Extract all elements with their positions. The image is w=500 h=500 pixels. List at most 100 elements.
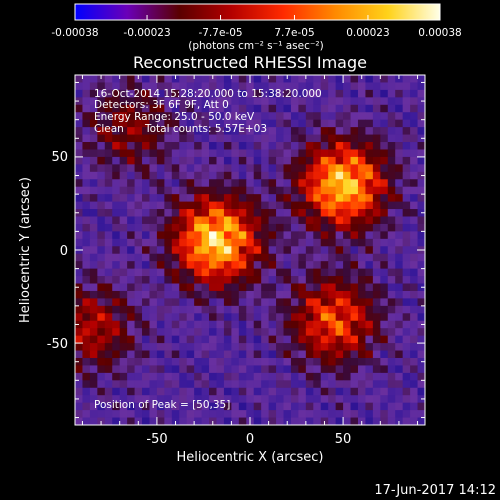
heatmap-cell — [313, 223, 322, 232]
heatmap-cell — [142, 238, 150, 247]
heatmap-cell — [201, 164, 210, 173]
heatmap-cell — [410, 283, 418, 292]
heatmap-cell — [320, 268, 329, 277]
heatmap-cell — [201, 276, 210, 284]
heatmap-cell — [171, 380, 180, 389]
heatmap-cell — [298, 238, 307, 247]
heatmap-cell — [253, 276, 262, 284]
heatmap-cell — [320, 223, 329, 232]
heatmap-cell — [149, 119, 158, 128]
heatmap-cell — [380, 320, 389, 329]
heatmap-cell — [328, 127, 337, 135]
heatmap-cell — [142, 335, 150, 344]
heatmap-cell — [216, 216, 225, 225]
heatmap-cell — [261, 97, 270, 106]
heatmap-cell — [350, 380, 359, 389]
heatmap-cell — [305, 335, 314, 344]
heatmap-cell — [164, 320, 173, 329]
heatmap-cell — [305, 134, 314, 143]
heatmap-cell — [305, 209, 314, 217]
heatmap-cell — [97, 238, 106, 247]
heatmap-cell — [89, 179, 98, 188]
heatmap-cell — [395, 156, 404, 165]
heatmap-cell — [186, 127, 195, 135]
heatmap-cell — [335, 97, 344, 106]
heatmap-cell — [328, 313, 337, 322]
heatmap-cell — [276, 357, 284, 366]
heatmap-cell — [268, 223, 277, 232]
heatmap-cell — [179, 209, 188, 217]
heatmap-cell — [156, 290, 165, 299]
heatmap-cell — [350, 313, 359, 322]
heatmap-cell — [387, 253, 396, 262]
heatmap-cell — [231, 231, 240, 240]
heatmap-cell — [171, 305, 180, 314]
heatmap-cell — [261, 410, 270, 418]
heatmap-cell — [343, 164, 351, 173]
heatmap-cell — [82, 89, 91, 98]
heatmap-cell — [186, 313, 195, 322]
heatmap-cell — [387, 223, 396, 232]
heatmap-cell — [231, 97, 240, 106]
heatmap-cell — [335, 350, 344, 359]
heatmap-cell — [268, 104, 277, 113]
heatmap-cell — [179, 75, 188, 83]
heatmap-cell — [119, 417, 128, 426]
heatmap-cell — [119, 283, 128, 292]
heatmap-cell — [305, 89, 314, 98]
heatmap-cell — [119, 410, 128, 418]
heatmap-cell — [112, 194, 121, 202]
heatmap-cell — [276, 194, 284, 202]
heatmap-cell — [216, 343, 225, 351]
heatmap-cell — [216, 164, 225, 173]
heatmap-cell — [156, 194, 165, 202]
heatmap-cell — [417, 89, 426, 98]
heatmap-cell — [223, 179, 232, 188]
heatmap-cell — [313, 164, 322, 173]
heatmap-cell — [261, 209, 270, 217]
heatmap-cell — [186, 201, 195, 210]
heatmap-cell — [261, 276, 270, 284]
heatmap-cell — [104, 305, 113, 314]
heatmap-cell — [335, 283, 344, 292]
heatmap-cell — [194, 290, 202, 299]
heatmap-cell — [343, 119, 351, 128]
heatmap-cell — [238, 186, 247, 195]
heatmap-cell — [223, 201, 232, 210]
heatmap-cell — [328, 357, 337, 366]
heatmap-cell — [179, 343, 188, 351]
heatmap-cell — [209, 127, 217, 135]
heatmap-cell — [298, 209, 307, 217]
heatmap-cell — [357, 82, 366, 91]
heatmap-cell — [104, 350, 113, 359]
heatmap-cell — [357, 343, 366, 351]
heatmap-cell — [283, 82, 292, 91]
heatmap-cell — [171, 283, 180, 292]
heatmap-cell — [290, 380, 299, 389]
heatmap-cell — [246, 283, 255, 292]
heatmap-cell — [268, 417, 277, 426]
heatmap-cell — [75, 276, 83, 284]
heatmap-cell — [313, 313, 322, 322]
heatmap-cell — [387, 372, 396, 381]
heatmap-cell — [305, 119, 314, 128]
heatmap-cell — [350, 343, 359, 351]
heatmap-cell — [290, 350, 299, 359]
heatmap-cell — [298, 216, 307, 225]
heatmap-cell — [82, 119, 91, 128]
heatmap-cell — [380, 89, 389, 98]
heatmap-cell — [75, 89, 83, 98]
heatmap-cell — [156, 261, 165, 270]
heatmap-cell — [156, 89, 165, 98]
heatmap-cell — [127, 335, 135, 344]
heatmap-cell — [305, 149, 314, 158]
heatmap-cell — [268, 410, 277, 418]
heatmap-cell — [328, 402, 337, 411]
heatmap-cell — [89, 335, 98, 344]
heatmap-cell — [276, 82, 284, 91]
heatmap-cell — [402, 253, 411, 262]
heatmap-cell — [104, 179, 113, 188]
heatmap-cell — [231, 343, 240, 351]
heatmap-cell — [82, 298, 91, 307]
heatmap-cell — [283, 119, 292, 128]
